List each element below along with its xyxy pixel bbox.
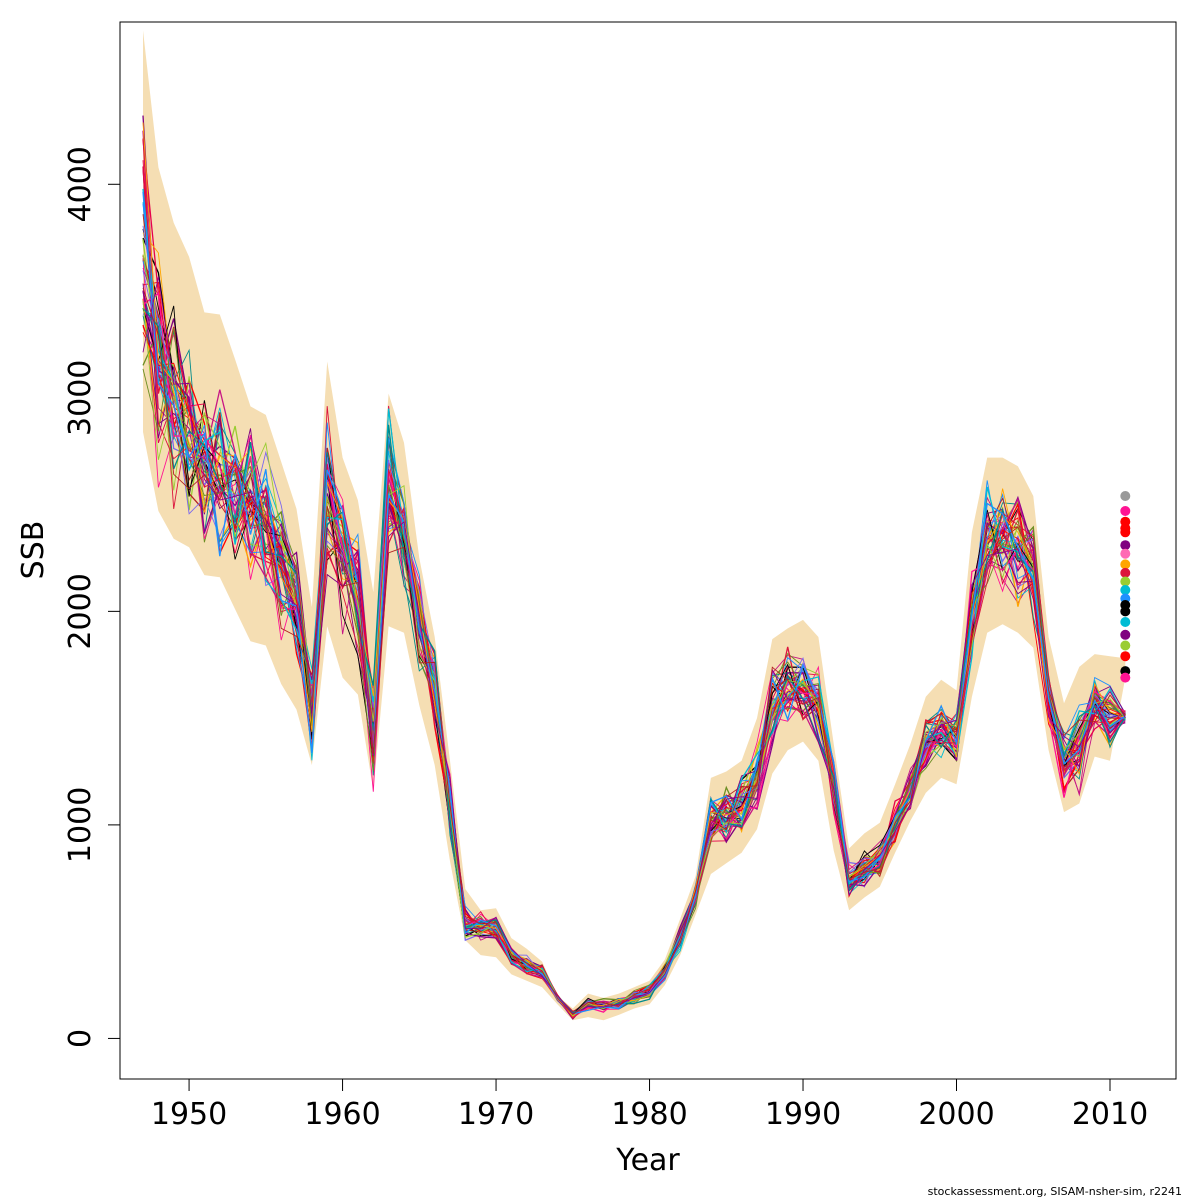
y-tick-label: 1000 [63,787,98,863]
x-tick-label: 1960 [304,1097,380,1132]
final-point-17 [1120,640,1131,651]
x-axis-title: Year [615,1143,680,1178]
x-tick-label: 1970 [458,1097,534,1132]
x-tick-label: 1990 [765,1097,841,1132]
y-tick-label: 2000 [63,573,98,649]
final-point-10 [1120,576,1131,587]
y-tick-label: 3000 [63,360,98,436]
final-point-11 [1120,585,1131,595]
x-tick-label: 1950 [151,1097,227,1132]
final-point-8 [1120,559,1131,570]
final-point-6 [1120,540,1131,551]
final-point-18 [1120,651,1131,662]
final-point-20 [1120,672,1131,683]
y-tick-label: 0 [63,1029,98,1048]
final-year-points [1120,491,1131,683]
plot-area [142,30,1131,1021]
y-axis: 0 1000 2000 3000 4000 [63,146,121,1048]
final-point-14 [1120,606,1131,617]
series-line-47 [142,276,1126,1015]
final-point-16 [1120,629,1131,640]
final-point-15 [1120,617,1131,627]
series-line-48 [142,287,1126,1016]
confidence-band [143,30,1126,1021]
y-tick-label: 4000 [63,146,98,222]
final-point-5 [1120,527,1131,538]
series-lines [142,115,1126,1020]
final-point-7 [1120,548,1131,559]
x-axis: 1950 1960 1970 1980 1990 2000 2010 [151,1078,1148,1132]
final-point-1 [1120,491,1131,501]
y-axis-title: SSB [16,521,51,580]
x-tick-label: 2000 [918,1097,994,1132]
footer-credit: stockassessment.org, SISAM-nsher-sim, r2… [927,1185,1182,1198]
x-tick-label: 1980 [611,1097,687,1132]
final-point-9 [1120,567,1131,578]
final-point-2 [1120,506,1131,516]
x-tick-label: 2010 [1072,1097,1148,1132]
